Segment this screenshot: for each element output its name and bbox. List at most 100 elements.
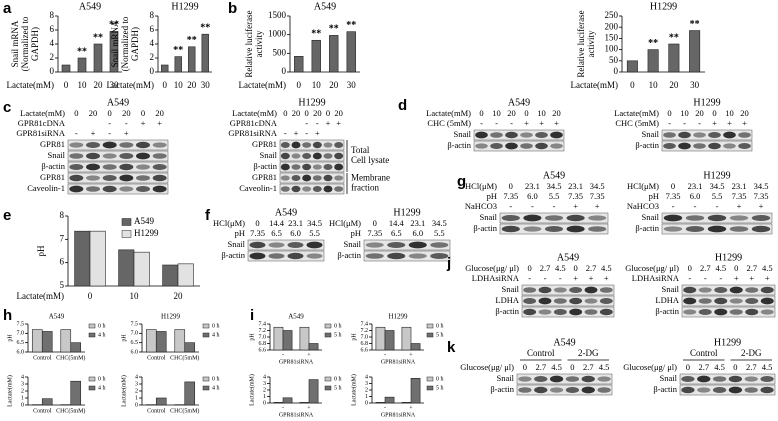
bar bbox=[93, 43, 103, 73]
blot-band bbox=[534, 386, 548, 394]
bar bbox=[410, 377, 421, 404]
lane-label: 4.5 bbox=[762, 362, 773, 372]
panel-letter: j bbox=[446, 255, 451, 272]
blot-title: A549 bbox=[275, 207, 297, 218]
blot-strip bbox=[279, 150, 345, 162]
blot-band bbox=[581, 375, 595, 383]
lane-label: - bbox=[698, 118, 701, 128]
row-label: pH bbox=[235, 228, 245, 238]
x-tick-label: CHC(5mM) bbox=[170, 354, 199, 361]
x-tick-label: 10 bbox=[174, 80, 184, 90]
blot-band bbox=[697, 387, 711, 393]
lane-label: 5.5 bbox=[549, 191, 560, 201]
blot-band bbox=[566, 214, 585, 222]
blot-band bbox=[490, 143, 503, 149]
band-label: Snail bbox=[642, 129, 660, 139]
legend-label: 4 h bbox=[212, 385, 220, 391]
x-tick-label: 20 bbox=[329, 80, 339, 90]
blot-band bbox=[291, 164, 301, 170]
blot-band bbox=[588, 226, 607, 232]
bar bbox=[273, 402, 284, 404]
blot-strip bbox=[247, 239, 325, 251]
y-tick-label: 4 bbox=[135, 374, 138, 380]
blot-band bbox=[745, 287, 759, 293]
band-label: GPR81 bbox=[40, 172, 65, 182]
y-tick-label: 6.0 bbox=[17, 349, 25, 355]
y-tick-label: 1 bbox=[21, 395, 24, 401]
band-label: Snail bbox=[497, 373, 515, 383]
bar bbox=[41, 398, 53, 406]
y-tick-label: 500 bbox=[273, 47, 287, 57]
lane-label: 7.35 bbox=[666, 191, 681, 201]
blot-band bbox=[505, 131, 518, 139]
bar bbox=[60, 329, 72, 353]
blot-band bbox=[408, 241, 427, 249]
blot-band bbox=[102, 175, 117, 181]
row-label: CHC (5mM) bbox=[427, 118, 471, 128]
row-label: Glucose(μg/ μl) bbox=[625, 263, 679, 273]
lane-label: 0 bbox=[509, 181, 513, 191]
bar bbox=[308, 343, 319, 351]
lane-label: - bbox=[668, 118, 671, 128]
blot-band bbox=[663, 143, 676, 149]
lane-label: - bbox=[305, 128, 308, 138]
group-label: 2-DG bbox=[741, 348, 762, 358]
chart-title: A549 bbox=[314, 1, 336, 12]
blot-band bbox=[663, 214, 683, 222]
bar bbox=[626, 60, 638, 73]
y-tick-label: 0 bbox=[150, 66, 155, 76]
blot-band bbox=[745, 298, 759, 304]
blot-band bbox=[565, 376, 580, 382]
lane-label: - bbox=[125, 118, 128, 128]
blot-strip bbox=[521, 295, 615, 307]
lane-label: 0 bbox=[141, 108, 145, 118]
x-tick-label: 30 bbox=[690, 80, 700, 90]
legend-label: 5 h bbox=[436, 385, 444, 391]
blot-band bbox=[490, 132, 503, 138]
blot-band bbox=[86, 163, 100, 171]
lane-label: 7.35 bbox=[503, 191, 518, 201]
bar bbox=[145, 329, 157, 353]
blot-strip bbox=[516, 373, 613, 385]
blot-band bbox=[693, 132, 706, 138]
lane-label: + bbox=[315, 128, 320, 138]
panel-letter: d bbox=[398, 97, 407, 114]
lane-label: 0 bbox=[688, 263, 692, 273]
lane-label: 0 bbox=[283, 108, 287, 118]
y-axis-label: Lactate(mM) bbox=[350, 374, 357, 406]
y-tick-label: 7.0 bbox=[259, 334, 267, 340]
bar bbox=[308, 379, 319, 404]
blot-band bbox=[698, 298, 712, 304]
lane-label: 23.1 bbox=[525, 181, 540, 191]
blot-band bbox=[119, 186, 134, 192]
y-tick-label: 1 bbox=[365, 394, 368, 400]
blot-band bbox=[312, 141, 322, 149]
lane-label: 4.5 bbox=[601, 263, 612, 273]
lane-label: + bbox=[524, 118, 529, 128]
x-axis-label: Lactate(mM) bbox=[17, 291, 64, 301]
band-label: β-actin bbox=[490, 384, 514, 394]
significance-label: ** bbox=[690, 19, 700, 30]
legend-swatch bbox=[202, 323, 210, 329]
row-label: HCl(μM) bbox=[213, 218, 245, 228]
lane-label: 0 bbox=[74, 108, 78, 118]
blot-title: H1299 bbox=[714, 337, 741, 348]
y-tick-label: 6.8 bbox=[259, 341, 267, 347]
y-tick-label: 6 bbox=[150, 24, 155, 34]
blot-band bbox=[685, 226, 705, 232]
legend-swatch bbox=[88, 385, 96, 391]
bar bbox=[77, 57, 87, 73]
lane-label: - bbox=[559, 273, 562, 283]
lane-label: 5.5 bbox=[309, 228, 320, 238]
lane-label: 20 bbox=[334, 108, 343, 118]
side-label: Membrane bbox=[351, 173, 390, 183]
y-tick-label: 50 bbox=[609, 55, 619, 65]
row-label: Lactate(mM) bbox=[426, 108, 471, 118]
blot-band bbox=[681, 386, 695, 394]
blot-title: H1299 bbox=[715, 252, 742, 263]
band-label: Snail bbox=[454, 129, 472, 139]
y-tick-label: 0 bbox=[365, 400, 368, 406]
bar bbox=[174, 329, 186, 353]
band-label: Snail bbox=[48, 150, 66, 160]
row-label: Lactate(mM) bbox=[614, 108, 659, 118]
